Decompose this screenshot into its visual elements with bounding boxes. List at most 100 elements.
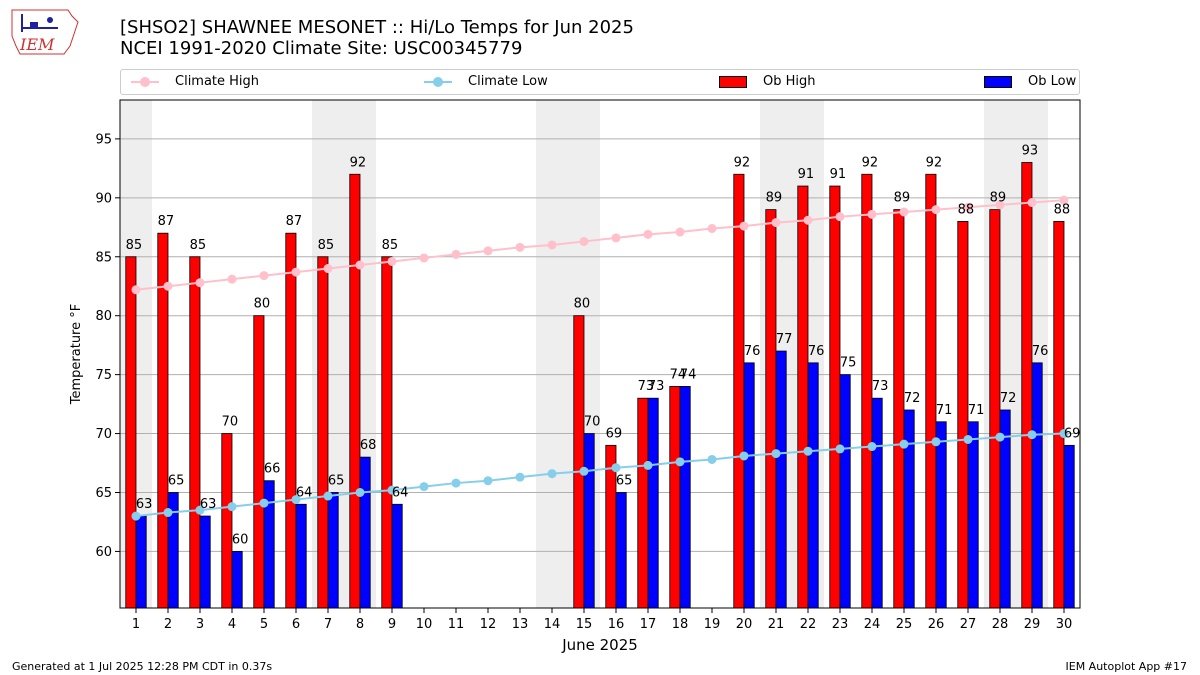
climate-high-point-day-25 <box>899 207 909 217</box>
x-tick-label-9: 9 <box>388 617 396 632</box>
climate-low-point-day-29 <box>1027 430 1037 440</box>
ob-low-bar-day-9 <box>391 503 403 609</box>
climate-high-point-day-29 <box>1027 198 1037 208</box>
logo-text: IEM <box>19 35 55 54</box>
y-tick-label-80: 80 <box>95 309 112 324</box>
ob-low-swatch <box>984 76 1012 88</box>
climate-low-point-day-19 <box>707 454 717 464</box>
ob-low-label-day-30: 69 <box>1064 426 1081 441</box>
ob-high-bar-day-23 <box>829 185 841 609</box>
x-tick-label-1: 1 <box>132 617 140 632</box>
climate-high-point-day-13 <box>515 242 525 252</box>
climate-high-point-day-3 <box>195 278 205 288</box>
climate-high-point-day-16 <box>611 233 621 243</box>
ob-high-label-day-22: 91 <box>798 167 815 182</box>
x-tick-label-27: 27 <box>960 617 977 632</box>
climate-high-point-day-5 <box>259 271 269 281</box>
ob-low-label-day-27: 71 <box>968 403 985 418</box>
climate-high-point-day-4 <box>227 274 237 284</box>
ob-high-label-day-3: 85 <box>190 238 207 253</box>
legend-item-climate-high: Climate High <box>131 73 311 91</box>
ob-low-bar-day-21 <box>775 350 787 609</box>
ob-low-label-day-24: 73 <box>872 379 889 394</box>
plot-frame <box>119 99 1081 609</box>
ob-high-label-day-15: 80 <box>574 297 591 312</box>
climate-low-point-day-2 <box>163 508 173 518</box>
climate-low-point-day-7 <box>323 491 333 501</box>
ob-high-bar-day-21 <box>765 209 777 609</box>
x-tick-label-18: 18 <box>672 617 689 632</box>
ob-high-label-day-6: 87 <box>286 214 303 229</box>
ob-high-bar-day-27 <box>957 221 969 609</box>
climate-high-point-day-15 <box>579 236 589 246</box>
climate-low-point-day-25 <box>899 439 909 449</box>
x-tick-label-11: 11 <box>448 617 465 632</box>
ob-low-bar-day-29 <box>1031 362 1043 609</box>
climate-high-point-day-7 <box>323 264 333 274</box>
climate-low-point-day-15 <box>579 466 589 476</box>
data-labels: 85 87 85 70 80 87 85 92 85 80 69 73 74 92 89 91 91 92 89 92… <box>126 143 1081 547</box>
ob-high-label-day-8: 92 <box>350 155 367 170</box>
ob-low-label-day-15: 70 <box>584 415 601 430</box>
ob-low-label-day-25: 72 <box>904 391 921 406</box>
ob-low-label-day-18: 74 <box>680 367 697 382</box>
climate-low-point-day-3 <box>195 505 205 515</box>
climate-high-point-day-9 <box>387 256 397 266</box>
climate-high-point-day-1 <box>131 285 141 295</box>
climate-low-point-day-13 <box>515 472 525 482</box>
ob-low-label-day-23: 75 <box>840 356 857 371</box>
ob-high-bar-day-28 <box>989 209 1001 609</box>
ob-high-label-day-2: 87 <box>158 214 175 229</box>
ob-low-label-day-3: 63 <box>200 497 217 512</box>
ob-high-bar-day-20 <box>733 173 745 609</box>
ob-low-label-day-6: 64 <box>296 485 313 500</box>
climate-high-point-day-22 <box>803 215 813 225</box>
climate-high-point-day-27 <box>963 202 973 212</box>
climate-high-point-day-21 <box>771 218 781 228</box>
gridlines <box>120 138 1080 552</box>
legend-label-ob-low: Ob Low <box>1028 74 1077 89</box>
legend-label-climate-high: Climate High <box>175 74 260 89</box>
x-tick-label-29: 29 <box>1024 617 1041 632</box>
ob-low-bar-day-22 <box>807 362 819 609</box>
chart-subtitle: NCEI 1991-2020 Climate Site: USC00345779 <box>120 38 523 59</box>
x-tick-label-8: 8 <box>356 617 364 632</box>
climate-low-point-day-27 <box>963 434 973 444</box>
climate-low-point-day-1 <box>131 511 141 521</box>
ob-low-label-day-9: 64 <box>392 485 409 500</box>
x-tick-label-13: 13 <box>512 617 529 632</box>
ob-high-bar-day-22 <box>797 185 809 609</box>
ob-high-label-day-7: 85 <box>318 238 335 253</box>
ob-high-bar-day-3 <box>189 256 201 609</box>
x-tick-label-12: 12 <box>480 617 497 632</box>
climate-high-line <box>135 199 1065 291</box>
legend-item-ob-low: Ob Low <box>984 73 1076 91</box>
climate-high-point-day-6 <box>291 267 301 277</box>
x-tick-label-21: 21 <box>768 617 785 632</box>
climate-high-point-day-14 <box>547 240 557 250</box>
x-tick-label-17: 17 <box>640 617 657 632</box>
x-tick-label-4: 4 <box>228 617 236 632</box>
chart-title: [SHSO2] SHAWNEE MESONET :: Hi/Lo Temps f… <box>120 17 634 38</box>
climate-low-point-day-23 <box>835 444 845 454</box>
climate-low-point-day-6 <box>291 495 301 505</box>
climate-high-marker-swatch <box>140 77 150 87</box>
ob-low-label-day-29: 76 <box>1032 344 1049 359</box>
ob-high-bar-day-4 <box>221 433 233 609</box>
climate-high-point-day-20 <box>739 221 749 231</box>
x-tick-label-26: 26 <box>928 617 945 632</box>
chart-title-block: [SHSO2] SHAWNEE MESONET :: Hi/Lo Temps f… <box>120 17 634 59</box>
x-tick-label-16: 16 <box>608 617 625 632</box>
footer-generated-text: Generated at 1 Jul 2025 12:28 PM CDT in … <box>12 660 273 673</box>
ob-high-label-day-5: 80 <box>254 297 271 312</box>
ob-low-label-day-1: 63 <box>136 497 153 512</box>
x-tick-label-28: 28 <box>992 617 1009 632</box>
ob-low-label-day-16: 65 <box>616 473 633 488</box>
ob-high-label-day-25: 89 <box>894 191 911 206</box>
x-tick-label-20: 20 <box>736 617 753 632</box>
legend-label-ob-high: Ob High <box>763 74 816 89</box>
x-tick-label-25: 25 <box>896 617 913 632</box>
climate-low-point-day-5 <box>259 498 269 508</box>
ob-high-bar-day-25 <box>893 209 905 609</box>
